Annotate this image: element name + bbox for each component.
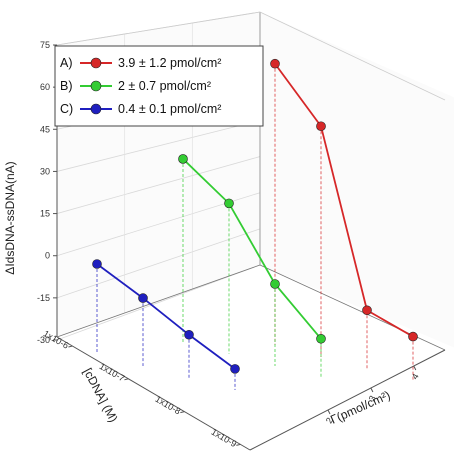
x-tick: [180, 411, 185, 414]
legend-prefix-C: C): [60, 102, 73, 116]
legend-marker-B: [90, 80, 102, 92]
top-back-edge: [259, 11, 446, 101]
legend-marker-C: [90, 103, 102, 115]
data-point-C: [230, 364, 240, 374]
grid-line-left: [56, 120, 261, 172]
z-axis-label: ΔIdsDNA-ssDNA(nA): [3, 161, 17, 274]
x-tick-label: 1x10-9: [210, 427, 239, 449]
data-point-B: [224, 198, 234, 209]
data-point-B: [270, 279, 280, 289]
data-point-C: [138, 293, 148, 303]
y-tick-label: 4: [410, 372, 421, 381]
legend-marker-A: [90, 57, 102, 69]
y-tick-label: 2: [324, 416, 335, 425]
x-axis-line: [56, 336, 251, 451]
data-point-B: [316, 333, 326, 344]
x-tick-label: 1x10-7: [98, 361, 127, 383]
z-tick-label: 0: [45, 251, 50, 261]
data-point-C: [184, 329, 194, 340]
y-tick: [413, 365, 417, 371]
chart-series: [92, 58, 418, 374]
x-tick: [236, 443, 241, 446]
x-tick: [68, 345, 73, 348]
series-line-B: [182, 158, 322, 340]
grid-line-left: [56, 156, 261, 214]
data-point-B: [178, 154, 188, 164]
x-tick-label: 1x10-8: [154, 394, 183, 416]
z-tick-label: -30: [37, 335, 50, 345]
data-point-A: [408, 331, 418, 342]
grid-line-left: [56, 228, 261, 299]
y-tick: [370, 387, 374, 393]
drop-lines: [96, 63, 414, 390]
legend-label-C: 0.4 ± 0.1 pmol/cm²: [118, 102, 221, 116]
grid-line-left: [56, 264, 261, 341]
series-line-A: [274, 63, 414, 338]
legend-prefix-B: B): [60, 79, 73, 93]
z-tick-label: -15: [37, 293, 50, 303]
data-point-A: [316, 121, 326, 132]
data-point-A: [270, 58, 280, 69]
data-point-C: [92, 259, 102, 269]
legend-prefix-A: A): [60, 56, 73, 70]
z-tick-label: 75: [40, 40, 50, 50]
x-tick: [124, 378, 129, 381]
y-tick-label: 3: [367, 394, 378, 403]
z-tick-label: 30: [40, 166, 50, 176]
y-tick: [327, 409, 331, 415]
top-left-edge: [56, 11, 261, 46]
data-point-A: [362, 305, 372, 316]
right-wall: [260, 12, 454, 348]
legend-label-A: 3.9 ± 1.2 pmol/cm²: [118, 56, 221, 70]
legend-label-B: 2 ± 0.7 pmol/cm²: [118, 79, 211, 93]
series-line-C: [96, 263, 236, 370]
legend: A) 3.9 ± 1.2 pmol/cm² B) 2 ± 0.7 pmol/cm² C)…: [54, 45, 264, 127]
z-tick-label: 15: [40, 209, 50, 219]
z-tick-label: 60: [40, 82, 50, 92]
y-axis-line: [249, 349, 446, 451]
z-tick-label: 45: [40, 124, 50, 134]
floor-back-left: [56, 264, 261, 338]
